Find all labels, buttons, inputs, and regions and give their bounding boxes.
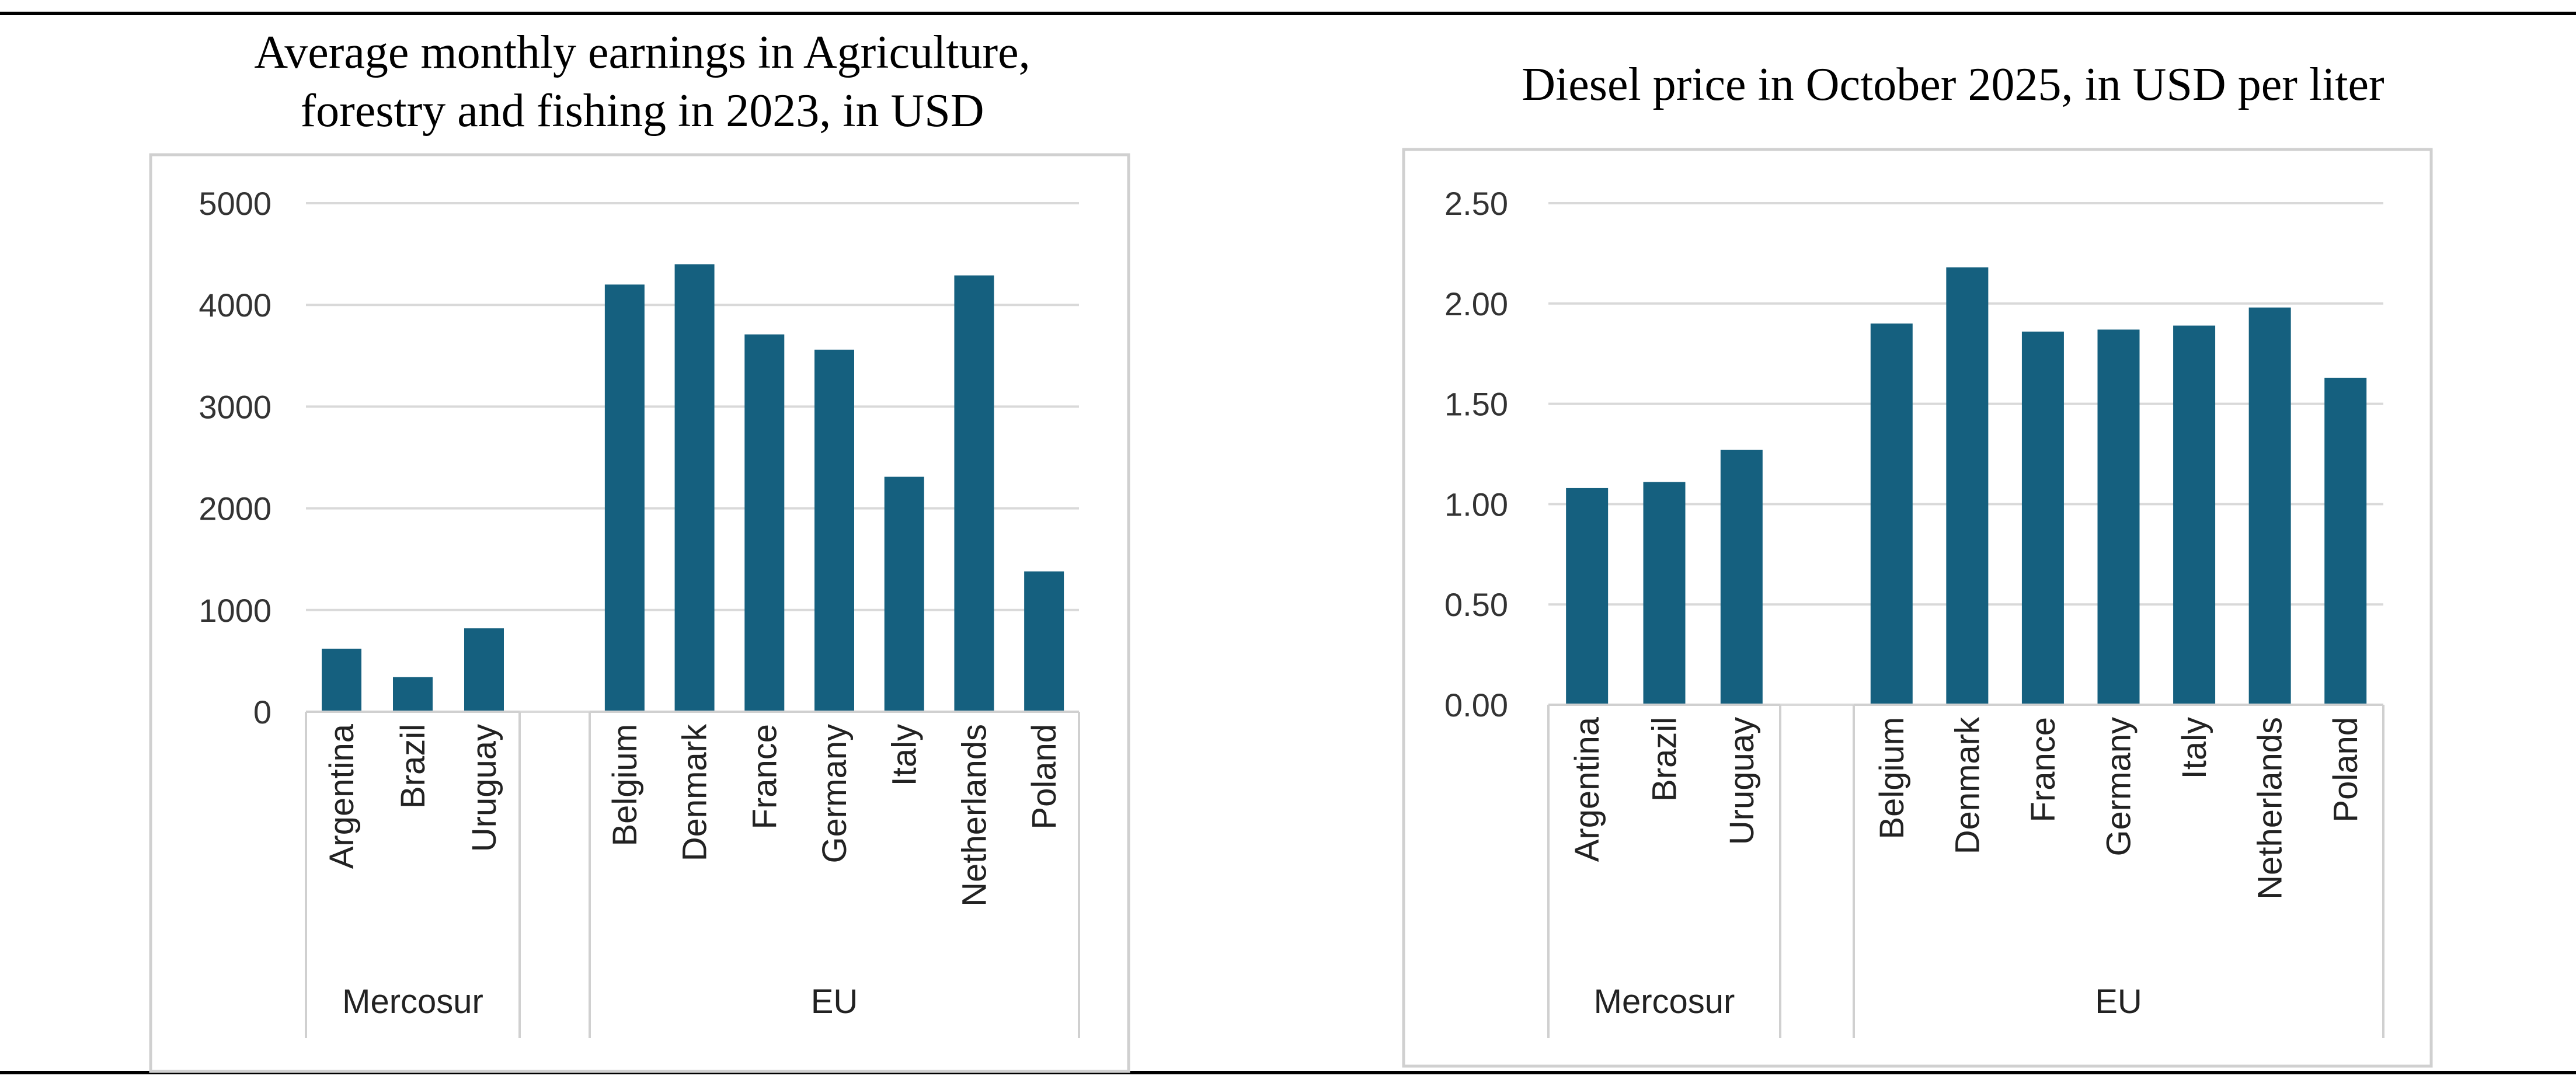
y-tick-label: 2.00: [1444, 286, 1508, 322]
y-tick-label: 5000: [199, 185, 271, 222]
bar-denmark: [1946, 267, 1989, 705]
bar-brazil: [393, 677, 433, 712]
bar-italy: [884, 476, 924, 712]
bar-germany: [2097, 329, 2140, 705]
group-label: Mercosur: [342, 983, 483, 1021]
bottom-rule: [0, 1071, 2576, 1074]
y-tick-label: 2000: [199, 490, 271, 527]
bar-denmark: [674, 264, 715, 712]
x-tick-label: Italy: [2175, 717, 2213, 779]
x-tick-label: Belgium: [606, 724, 644, 847]
y-tick-label: 0.00: [1444, 687, 1508, 723]
bar-poland: [1024, 571, 1064, 712]
group-label: Mercosur: [1594, 983, 1735, 1021]
bar-poland: [2324, 377, 2367, 705]
x-tick-label: Italy: [886, 724, 924, 786]
y-tick-label: 0: [253, 694, 271, 730]
y-tick-label: 0.50: [1444, 586, 1508, 623]
x-tick-label: Germany: [816, 724, 854, 864]
y-tick-label: 2.50: [1444, 185, 1508, 222]
x-tick-label: Uruguay: [465, 724, 503, 852]
chart-diesel: 0.00 0.50 1.00 1.50 2.00 2.50 Argentina Brazil U…: [1402, 148, 2433, 1068]
chart-title-diesel: Diesel price in October 2025, in USD per…: [1366, 55, 2540, 114]
bar-netherlands: [2248, 307, 2291, 705]
group-label: EU: [811, 983, 858, 1021]
x-tick-label: France: [2024, 717, 2062, 823]
x-tick-label: Poland: [2327, 717, 2365, 823]
x-tick-label: France: [746, 724, 784, 830]
bar-netherlands: [954, 275, 994, 712]
bar-belgium: [604, 284, 645, 712]
x-tick-label: Netherlands: [2251, 717, 2289, 900]
x-tick-label: Denmark: [676, 723, 714, 861]
x-tick-label: Belgium: [1873, 717, 1911, 840]
x-tick-label: Uruguay: [1723, 717, 1761, 845]
bar-belgium: [1870, 323, 1913, 705]
x-tick-label: Brazil: [1646, 717, 1684, 802]
bar-argentina: [322, 648, 361, 712]
group-label: EU: [2095, 983, 2142, 1021]
bar-germany: [814, 349, 854, 712]
bar-france: [2021, 331, 2064, 705]
chart-earnings: 0 1000 2000 3000 4000 5000 Argentina Brazil Urug…: [149, 153, 1130, 1073]
bar-uruguay: [464, 628, 504, 712]
top-rule: [0, 12, 2576, 15]
x-tick-label: Poland: [1025, 724, 1063, 830]
x-tick-label: Argentina: [1568, 716, 1606, 862]
y-tick-label: 3000: [199, 388, 271, 425]
y-tick-label: 4000: [199, 287, 271, 323]
chart-title-diesel-line-1: Diesel price in October 2025, in USD per…: [1522, 59, 2384, 110]
x-tick-label: Netherlands: [955, 724, 993, 907]
bar-argentina: [1566, 488, 1609, 705]
chart-frame: [149, 153, 1130, 1073]
bar-italy: [2173, 325, 2216, 705]
chart-title-earnings-line-1: Average monthly earnings in Agriculture,: [254, 27, 1031, 78]
x-tick-label: Argentina: [323, 723, 361, 869]
y-tick-label: 1000: [199, 592, 271, 629]
bar-france: [744, 334, 785, 712]
x-tick-label: Brazil: [394, 724, 432, 809]
bar-brazil: [1643, 482, 1686, 705]
y-tick-label: 1.00: [1444, 486, 1508, 523]
chart-title-earnings: Average monthly earnings in Agriculture,…: [35, 23, 1249, 140]
x-tick-label: Germany: [2100, 717, 2138, 857]
chart-title-earnings-line-2: forestry and fishing in 2023, in USD: [300, 85, 984, 137]
x-tick-label: Denmark: [1948, 716, 1986, 854]
chart-frame: [1402, 148, 2433, 1068]
y-tick-label: 1.50: [1444, 386, 1508, 423]
bar-uruguay: [1720, 450, 1763, 705]
